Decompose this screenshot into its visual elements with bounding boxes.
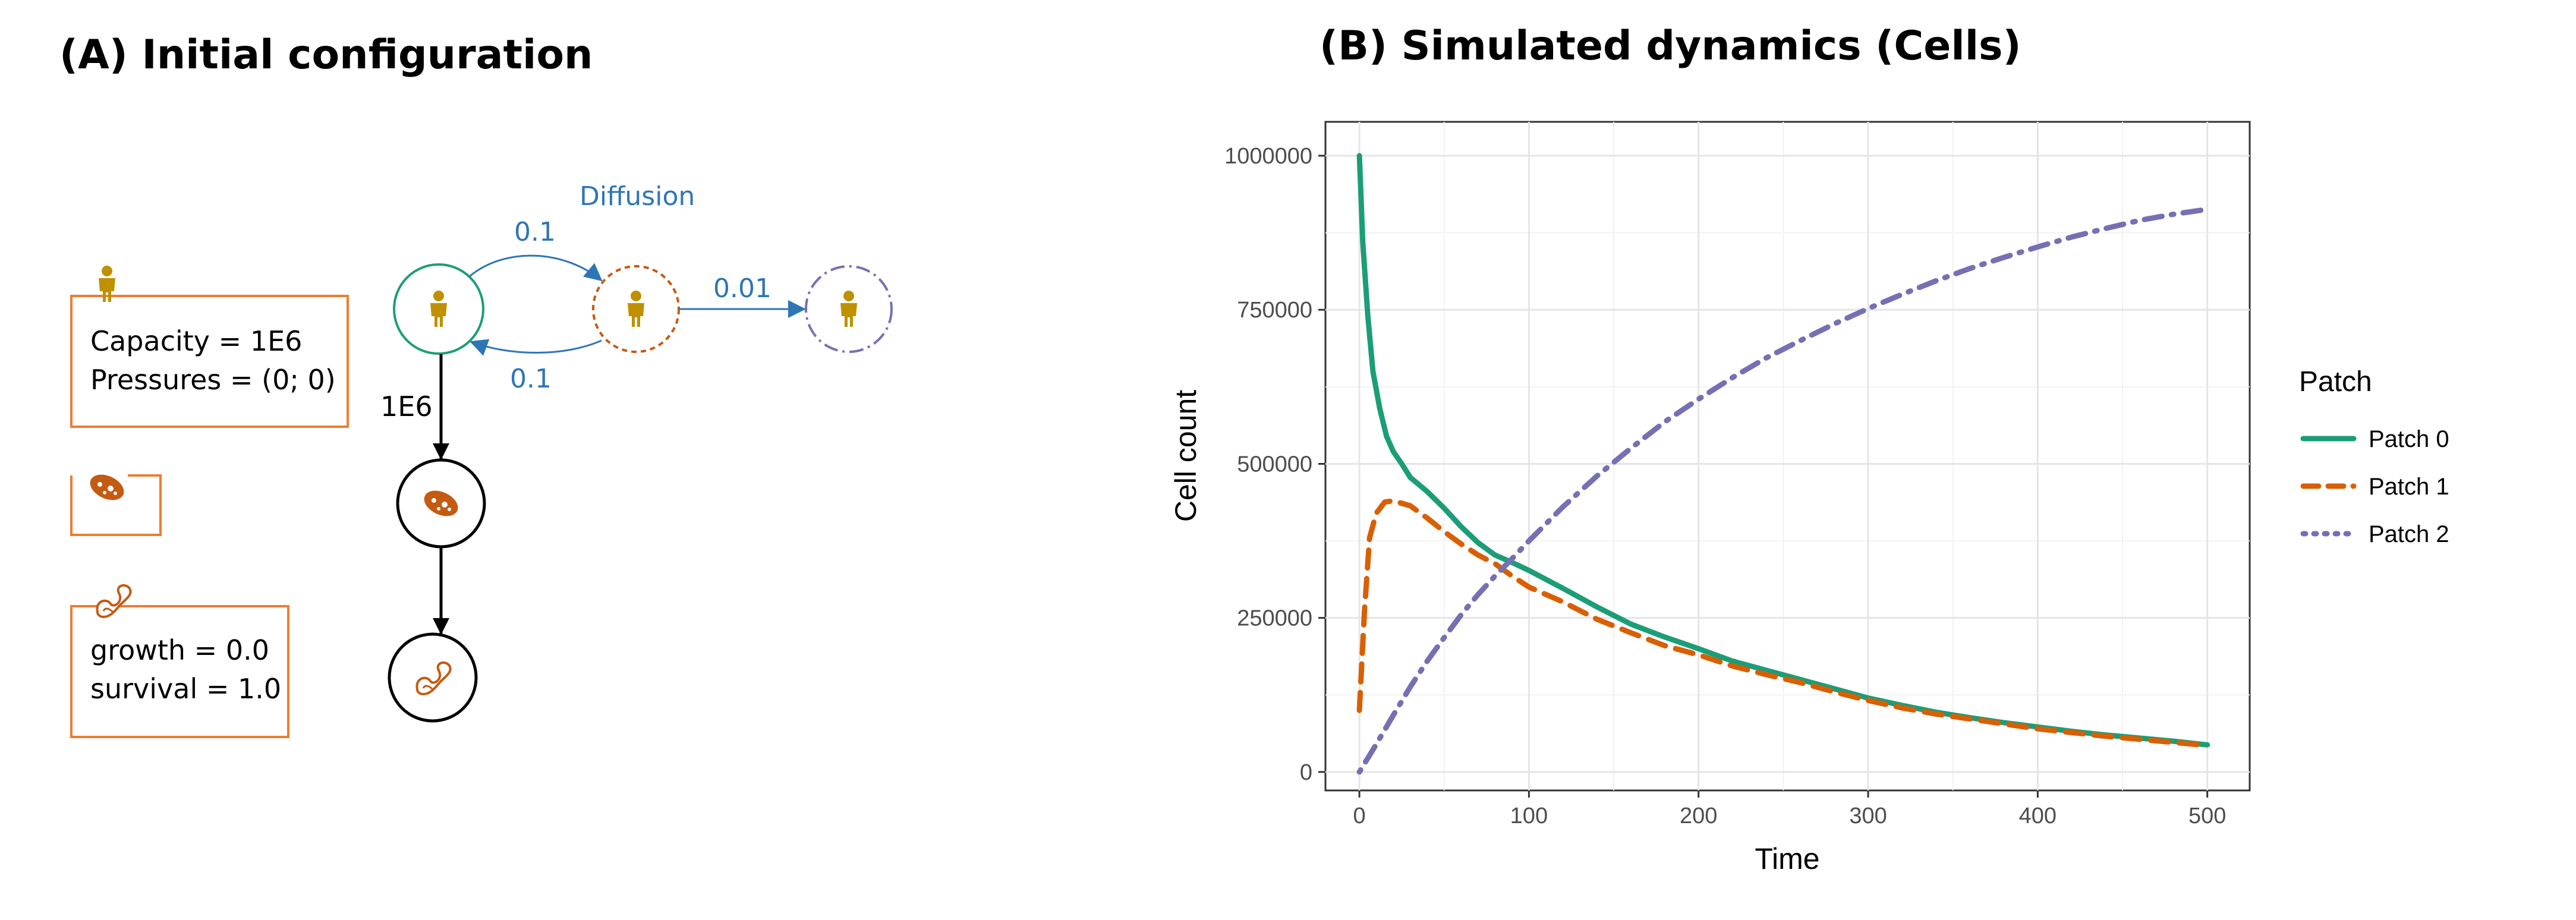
x-tick-label: 400 <box>2019 804 2057 828</box>
x-tick-label: 300 <box>1849 804 1887 828</box>
x-tick-label: 0 <box>1353 804 1365 828</box>
diffusion-label: Diffusion <box>580 181 695 212</box>
y-axis: 0 250000 500000 750000 1000000 <box>1224 144 1325 785</box>
y-tick-label: 0 <box>1300 760 1312 785</box>
edge-label: 1E6 <box>380 390 433 423</box>
diffusion-arrow-back <box>470 339 602 356</box>
rate-bottom-label: 0.1 <box>510 364 552 394</box>
x-tick-label: 200 <box>1680 804 1717 828</box>
x-axis-title: Time <box>1755 842 1819 875</box>
diffusion-arrow-forward <box>469 254 603 282</box>
capacity-label: Capacity = 1E6 <box>90 325 302 357</box>
bacterium-icon <box>86 470 128 505</box>
legend-label: Patch 1 <box>2369 474 2449 500</box>
legend-label: Patch 2 <box>2369 521 2449 547</box>
series-line-patch-1 <box>1356 498 2210 748</box>
panel-b-title: (B) Simulated dynamics (Cells) <box>1320 23 2021 70</box>
legend: Patch Patch 0 Patch 1 Patch 2 <box>2299 366 2449 547</box>
series-line-patch-2 <box>1356 206 2210 775</box>
growth-label: growth = 0.0 <box>90 634 269 666</box>
y-tick-label: 500000 <box>1237 452 1312 477</box>
capacity-box: Capacity = 1E6 Pressures = (0; 0) <box>70 266 349 428</box>
rate-top-label: 0.1 <box>514 217 556 247</box>
rate-right-label: 0.01 <box>713 273 771 304</box>
fragment-node <box>388 632 478 723</box>
patch2-node <box>805 265 893 353</box>
legend-label: Patch 0 <box>2369 426 2449 452</box>
series-group <box>1356 153 2210 775</box>
survival-label: survival = 1.0 <box>90 673 281 705</box>
patch0-node <box>393 263 484 355</box>
panel-a-title: (A) Initial configuration <box>59 31 593 78</box>
x-tick-label: 500 <box>2188 804 2226 828</box>
growth-box: growth = 0.0 survival = 1.0 <box>70 584 289 738</box>
x-tick-label: 100 <box>1510 804 1548 828</box>
legend-title: Patch <box>2299 366 2372 398</box>
y-tick-label: 1000000 <box>1224 144 1312 169</box>
line-chart: 0 100 200 300 400 500 0 250000 500000 750000 1000… <box>1169 121 2251 875</box>
cell-fragment-icon <box>96 584 132 618</box>
y-axis-title: Cell count <box>1169 390 1202 522</box>
plot-panel <box>1324 121 2251 792</box>
bacterium-node <box>396 458 486 549</box>
x-axis: 0 100 200 300 400 500 <box>1353 790 2226 828</box>
y-tick-label: 750000 <box>1237 298 1312 323</box>
patch1-node <box>592 265 680 353</box>
pressures-label: Pressures = (0; 0) <box>90 364 336 396</box>
y-tick-label: 250000 <box>1237 606 1312 631</box>
grid <box>1325 122 2250 790</box>
bacterium-box <box>70 470 162 536</box>
